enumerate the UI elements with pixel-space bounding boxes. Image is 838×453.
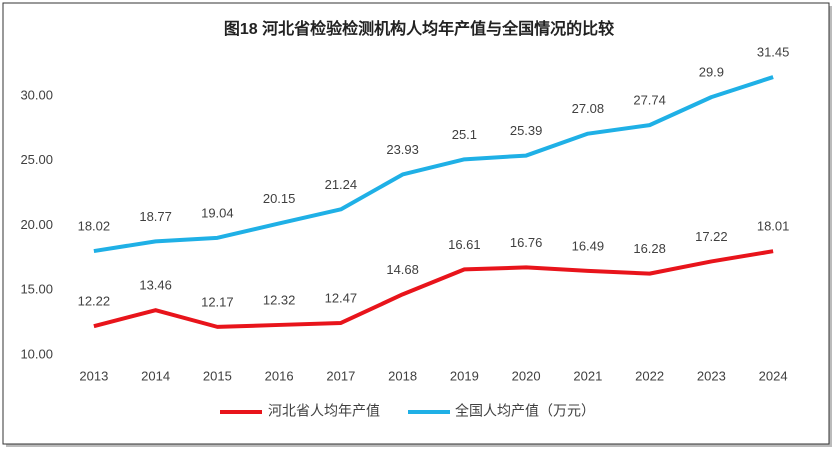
legend-label: 河北省人均年产值	[268, 403, 380, 419]
data-label: 12.32	[263, 292, 296, 307]
data-label: 21.24	[325, 177, 358, 192]
x-tick-label: 2022	[635, 368, 664, 383]
data-label: 13.46	[139, 278, 172, 293]
data-label: 27.08	[572, 101, 605, 116]
data-label: 14.68	[386, 262, 419, 277]
y-tick-label: 15.00	[20, 282, 53, 297]
series-line	[93, 75, 774, 254]
data-label: 31.45	[757, 44, 790, 59]
data-label: 19.04	[201, 205, 234, 220]
x-tick-label: 2013	[79, 368, 108, 383]
data-label: 20.15	[263, 191, 296, 206]
data-label: 12.17	[201, 294, 234, 309]
data-label: 25.39	[510, 123, 543, 138]
data-label: 12.47	[325, 290, 358, 305]
data-label: 16.28	[633, 241, 666, 256]
x-tick-label: 2020	[512, 368, 541, 383]
data-label: 18.77	[139, 209, 172, 224]
data-label: 12.22	[78, 294, 111, 309]
x-tick-label: 2014	[141, 368, 170, 383]
x-tick-label: 2021	[573, 368, 602, 383]
data-label: 18.01	[757, 219, 790, 234]
data-label: 25.1	[452, 127, 477, 142]
data-label: 18.02	[78, 219, 111, 234]
legend-label: 全国人均产值（万元）	[455, 403, 595, 419]
y-tick-label: 30.00	[20, 87, 53, 102]
frame	[2, 2, 830, 445]
x-tick-label: 2015	[203, 368, 232, 383]
data-label: 17.22	[695, 229, 728, 244]
x-tick-label: 2018	[388, 368, 417, 383]
x-tick-label: 2024	[759, 368, 788, 383]
data-label: 29.9	[699, 65, 724, 80]
chart-title: 图18 河北省检验检测机构人均年产值与全国情况的比较	[224, 19, 614, 38]
data-label: 16.61	[448, 237, 481, 252]
y-tick-label: 10.00	[20, 346, 53, 361]
x-tick-label: 2019	[450, 368, 479, 383]
data-label: 16.49	[572, 238, 605, 253]
y-tick-label: 20.00	[20, 217, 53, 232]
data-label: 27.74	[633, 93, 666, 108]
data-label: 23.93	[386, 142, 419, 157]
data-label: 16.76	[510, 235, 543, 250]
series-line	[93, 249, 774, 329]
y-tick-label: 25.00	[20, 152, 53, 167]
x-tick-label: 2023	[697, 368, 726, 383]
x-tick-label: 2016	[265, 368, 294, 383]
x-tick-label: 2017	[326, 368, 355, 383]
